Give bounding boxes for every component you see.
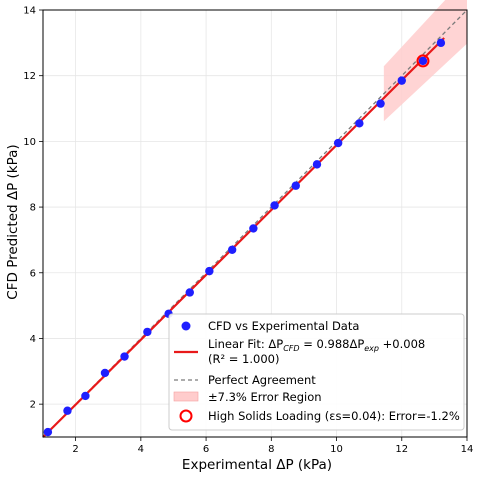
y-tick-label: 4 [30,334,36,345]
legend-label-error-region: ±7.3% Error Region [208,390,322,404]
legend-fit-prefix: Linear Fit: ΔP [208,337,283,351]
x-tick-label: 2 [72,444,78,455]
data-point [312,160,322,169]
legend-label-highlight: High Solids Loading (εs=0.04): Error=-1.… [208,409,460,423]
legend-label-fit: Linear Fit: ΔPCFD = 0.988ΔPexp +0.008 [208,337,425,353]
x-tick-label: 14 [461,444,474,455]
legend-fit-sub-cfd: CFD [283,344,299,353]
legend-label-perfect: Perfect Agreement [208,373,316,387]
legend-label-scatter: CFD vs Experimental Data [208,319,359,333]
data-points [43,38,446,437]
x-tick-label: 6 [203,444,209,455]
data-point [355,119,364,128]
x-tick-label: 4 [138,444,144,455]
y-tick-label: 2 [30,400,36,411]
data-point [81,391,90,401]
data-point [63,406,72,415]
x-tick-label: 8 [268,444,274,455]
x-axis-label: Experimental ΔP (kPa) [182,457,332,473]
data-point [436,38,446,48]
data-point [120,352,129,361]
data-point [43,427,53,437]
data-point [100,368,110,378]
data-point [143,327,152,337]
data-point [270,201,279,210]
legend-marker-highlight [179,409,193,423]
y-tick-label: 12 [23,71,36,82]
data-point [205,266,214,276]
legend-marker-scatter [181,321,191,331]
data-point [376,99,385,108]
high-solids-highlight [416,54,430,68]
highlight-layer [416,54,430,68]
data-point [249,224,258,233]
y-tick-label: 6 [30,268,36,279]
axis-ticks: 2 4 6 8 10 12 14 2 4 6 8 10 12 14 [23,6,473,456]
legend-fit-mid: = 0.988ΔP [300,337,365,351]
y-tick-label: 8 [30,203,36,214]
y-tick-label: 10 [23,137,36,148]
y-tick-label: 14 [23,6,36,17]
legend: CFD vs Experimental Data Linear Fit: ΔPC… [168,313,465,431]
legend-box [168,313,465,431]
data-point [333,138,343,148]
data-point [397,76,406,85]
legend-fit-suffix: +0.008 [379,337,425,351]
data-point [227,245,237,254]
legend-marker-error-region [173,391,199,402]
data-point [185,288,194,297]
legend-fit-sub-exp: exp [364,344,379,353]
data-point [418,56,428,66]
data-point [291,181,300,190]
plot-frame [42,9,468,438]
x-tick-label: 10 [330,444,343,455]
y-axis-label: CFD Predicted ΔP (kPa) [5,144,21,299]
x-tick-label: 12 [395,444,408,455]
legend-label-fit-r2: (R² = 1.000) [208,352,279,366]
